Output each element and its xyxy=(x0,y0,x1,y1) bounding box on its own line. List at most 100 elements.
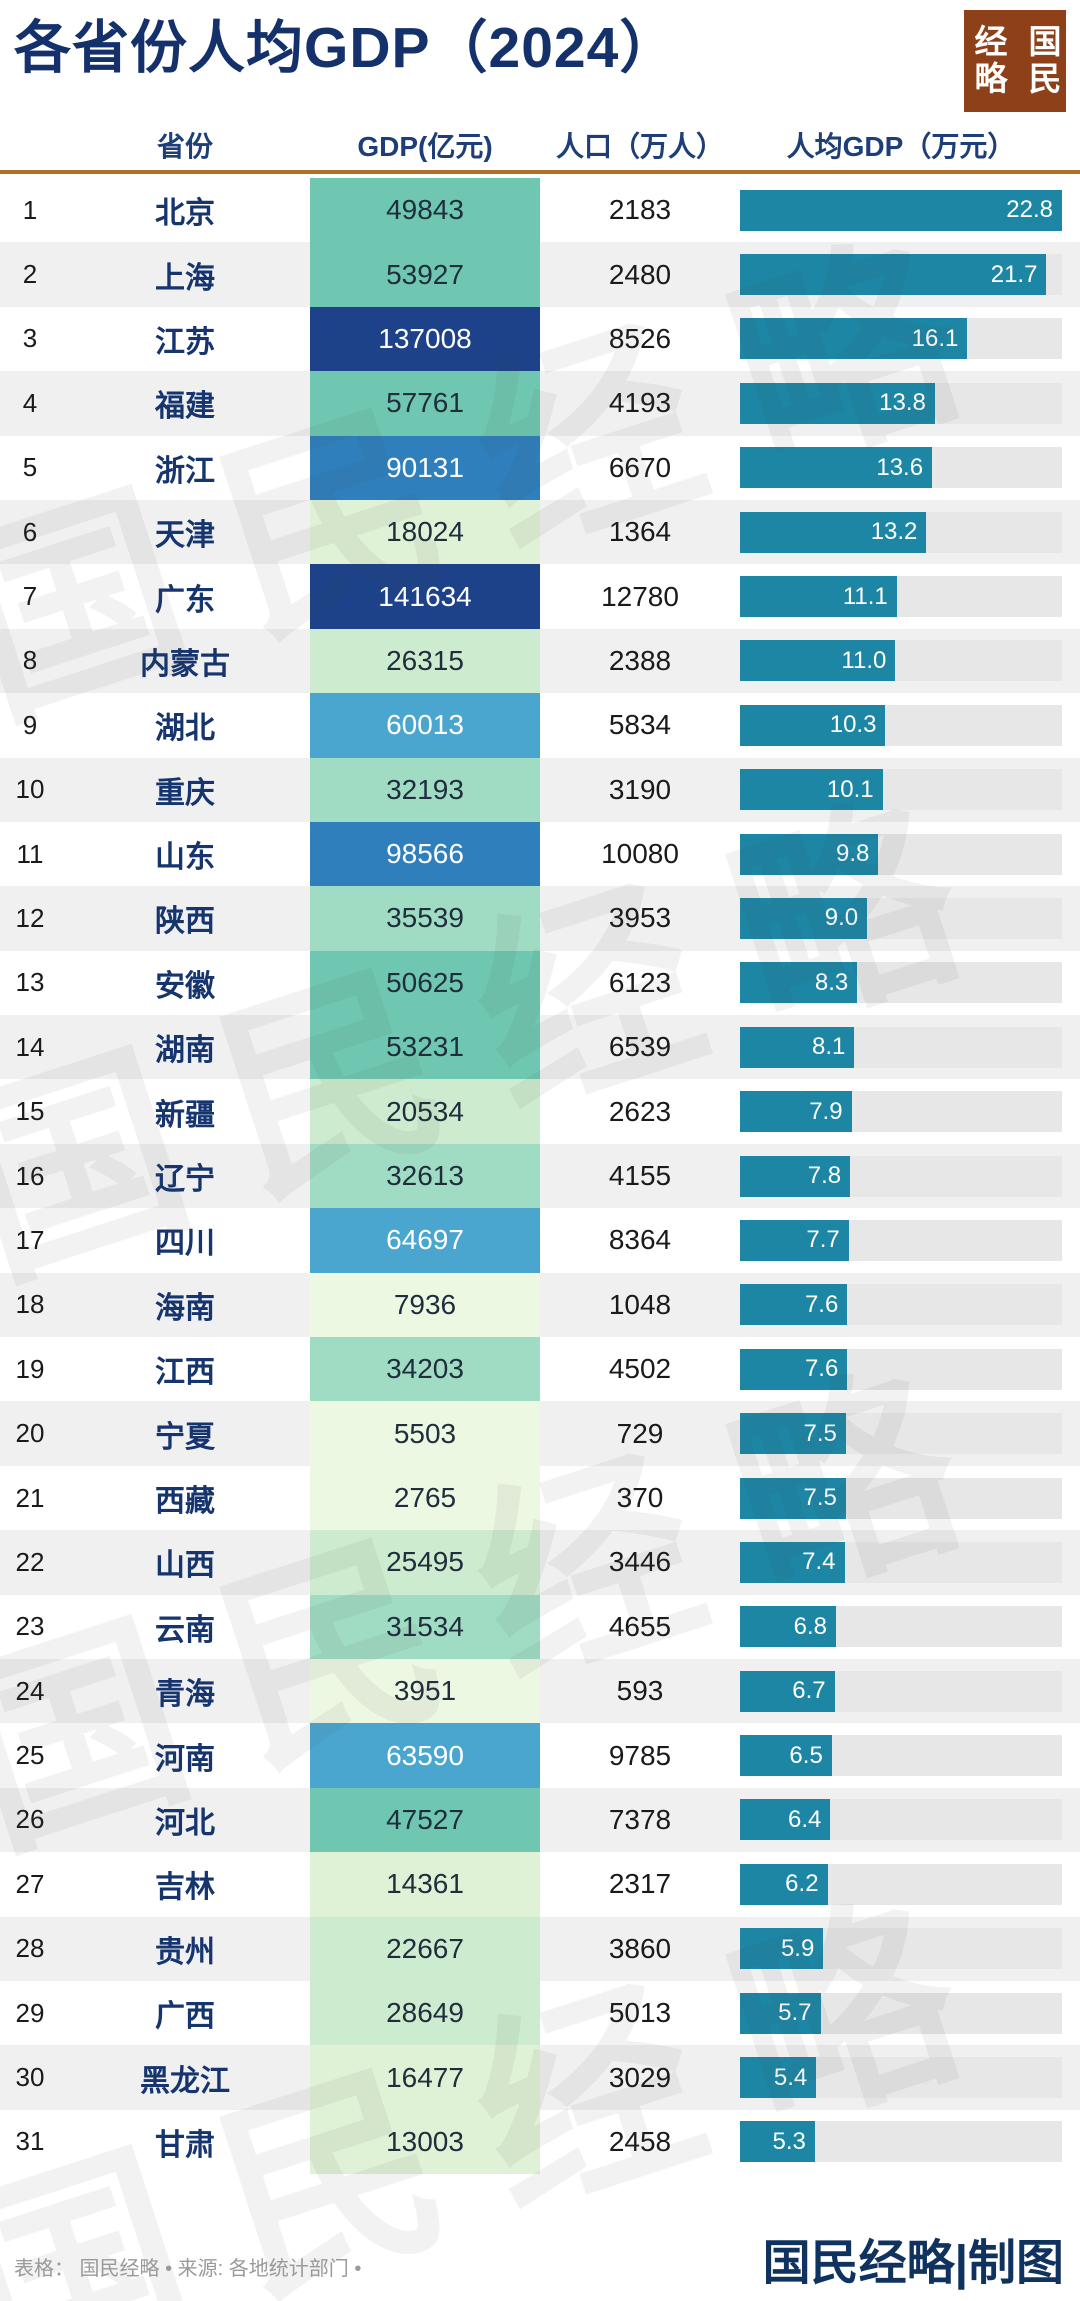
per-capita-bar: 7.6 xyxy=(740,1348,848,1390)
table-row: 8 内蒙古 26315 2388 11.0 xyxy=(0,628,1080,694)
per-capita-value: 10.1 xyxy=(826,775,874,803)
rank: 4 xyxy=(22,387,38,418)
gdp-cell: 90131 xyxy=(310,435,540,500)
province-name: 天津 xyxy=(155,519,215,553)
per-capita-value: 13.6 xyxy=(876,453,924,481)
per-capita-bar-track: 11.1 xyxy=(740,576,1062,618)
per-capita-bar: 5.3 xyxy=(740,2121,815,2163)
per-capita-bar: 22.8 xyxy=(740,189,1062,231)
table-row: 17 四川 64697 8364 7.7 xyxy=(0,1208,1080,1273)
gdp-cell: 20534 xyxy=(310,1079,540,1144)
gdp-cell: 16477 xyxy=(310,2045,540,2110)
per-capita-value: 5.7 xyxy=(778,1999,812,2027)
table-row: 11 山东 98566 10080 9.8 xyxy=(0,821,1080,887)
per-capita-value: 11.1 xyxy=(842,582,888,610)
page-footer: 表格： 国民经略 • 来源: 各地统计部门 • 国民经略|制图 xyxy=(0,2211,1080,2301)
credit-signature: 国民经略|制图 xyxy=(762,2237,1064,2290)
province-name: 新疆 xyxy=(155,1098,215,1132)
per-capita-bar: 7.5 xyxy=(740,1413,846,1455)
gdp-cell: 28649 xyxy=(310,1980,540,2046)
gdp-cell: 98566 xyxy=(310,821,540,887)
rank: 21 xyxy=(15,1482,45,1513)
rank: 9 xyxy=(22,709,38,740)
per-capita-bar-track: 13.8 xyxy=(740,382,1062,424)
per-capita-value: 7.5 xyxy=(803,1484,837,1511)
logo-text-left: 经略 xyxy=(970,24,1007,98)
rank: 6 xyxy=(22,516,38,547)
province-name: 甘肃 xyxy=(155,2128,215,2162)
gdp-cell: 137008 xyxy=(310,306,540,372)
brand-logo: 经略 国民 xyxy=(964,10,1066,112)
per-capita-value: 7.6 xyxy=(804,1355,839,1383)
table-row: 19 江西 34203 4502 7.6 xyxy=(0,1337,1080,1402)
per-capita-bar: 13.2 xyxy=(740,511,927,553)
per-capita-bar-track: 7.8 xyxy=(740,1155,1062,1197)
rank: 27 xyxy=(15,1868,45,1899)
page-title: 各省份人均GDP（2024） xyxy=(14,16,678,80)
per-capita-value: 8.1 xyxy=(812,1033,846,1061)
gdp-cell: 13003 xyxy=(310,2109,540,2175)
per-capita-bar: 6.4 xyxy=(740,1799,831,1841)
per-capita-value: 10.3 xyxy=(829,711,877,739)
table-row: 20 宁夏 5503 729 7.5 xyxy=(0,1401,1080,1466)
per-capita-bar-track: 6.7 xyxy=(740,1670,1062,1712)
per-capita-value: 9.8 xyxy=(836,840,870,868)
rank: 8 xyxy=(22,645,38,676)
per-capita-value: 7.6 xyxy=(804,1290,839,1318)
table-row: 23 云南 31534 4655 6.8 xyxy=(0,1594,1080,1659)
table-row: 16 辽宁 32613 4155 7.8 xyxy=(0,1143,1080,1209)
per-capita-value: 13.2 xyxy=(870,518,918,546)
population-value: 10080 xyxy=(601,838,679,870)
per-capita-bar: 8.3 xyxy=(740,962,858,1004)
gdp-cell: 18024 xyxy=(310,499,540,565)
gdp-cell: 57761 xyxy=(310,371,540,436)
population-value: 6123 xyxy=(608,966,672,998)
per-capita-value: 6.5 xyxy=(789,1741,823,1769)
per-capita-bar: 10.3 xyxy=(740,704,886,746)
province-name: 湖北 xyxy=(155,712,215,746)
rank: 30 xyxy=(15,2062,45,2093)
table-row: 30 黑龙江 16477 3029 5.4 xyxy=(0,2045,1080,2110)
per-capita-value: 6.2 xyxy=(785,1870,819,1898)
per-capita-value: 21.7 xyxy=(990,260,1038,288)
province-name: 内蒙古 xyxy=(140,647,230,681)
table-row: 21 西藏 2765 370 7.5 xyxy=(0,1465,1080,1531)
gdp-cell: 64697 xyxy=(310,1208,540,1273)
per-capita-value: 5.9 xyxy=(780,1934,815,1962)
table-row: 14 湖南 53231 6539 8.1 xyxy=(0,1015,1080,1080)
rank: 13 xyxy=(15,967,45,998)
table-row: 15 新疆 20534 2623 7.9 xyxy=(0,1079,1080,1144)
population-value: 2480 xyxy=(608,258,672,290)
population-value: 8364 xyxy=(608,1224,672,1256)
per-capita-bar-track: 13.6 xyxy=(740,447,1062,489)
rank: 19 xyxy=(15,1353,45,1384)
per-capita-bar: 6.8 xyxy=(740,1606,837,1648)
per-capita-bar-track: 6.5 xyxy=(740,1735,1062,1777)
province-name: 安徽 xyxy=(155,969,215,1003)
per-capita-bar: 6.2 xyxy=(740,1863,828,1905)
per-capita-bar: 11.1 xyxy=(740,576,897,618)
population-value: 4155 xyxy=(608,1160,672,1192)
population-value: 4193 xyxy=(608,387,672,419)
province-name: 四川 xyxy=(155,1227,215,1261)
per-capita-bar: 5.9 xyxy=(740,1928,824,1970)
population-value: 3446 xyxy=(608,1546,672,1578)
province-name: 陕西 xyxy=(155,905,215,939)
population-value: 3190 xyxy=(608,773,672,805)
per-capita-bar-track: 11.0 xyxy=(740,640,1062,682)
table-row: 12 陕西 35539 3953 9.0 xyxy=(0,886,1080,951)
table-row: 18 海南 7936 1048 7.6 xyxy=(0,1272,1080,1338)
gdp-cell: 32613 xyxy=(310,1143,540,1209)
table-row: 28 贵州 22667 3860 5.9 xyxy=(0,1916,1080,1981)
gdp-cell: 5503 xyxy=(310,1401,540,1466)
rank: 26 xyxy=(15,1804,45,1835)
population-value: 5834 xyxy=(608,709,672,741)
gdp-cell: 25495 xyxy=(310,1530,540,1595)
population-value: 1364 xyxy=(608,516,672,548)
per-capita-bar: 16.1 xyxy=(740,318,968,360)
per-capita-bar-track: 6.2 xyxy=(740,1863,1062,1905)
table-header-row: 省份 GDP(亿元) 人口（万人） 人均GDP（万元） xyxy=(0,120,1080,174)
rank: 20 xyxy=(15,1418,45,1449)
province-name: 上海 xyxy=(155,261,215,295)
province-name: 辽宁 xyxy=(155,1163,215,1197)
